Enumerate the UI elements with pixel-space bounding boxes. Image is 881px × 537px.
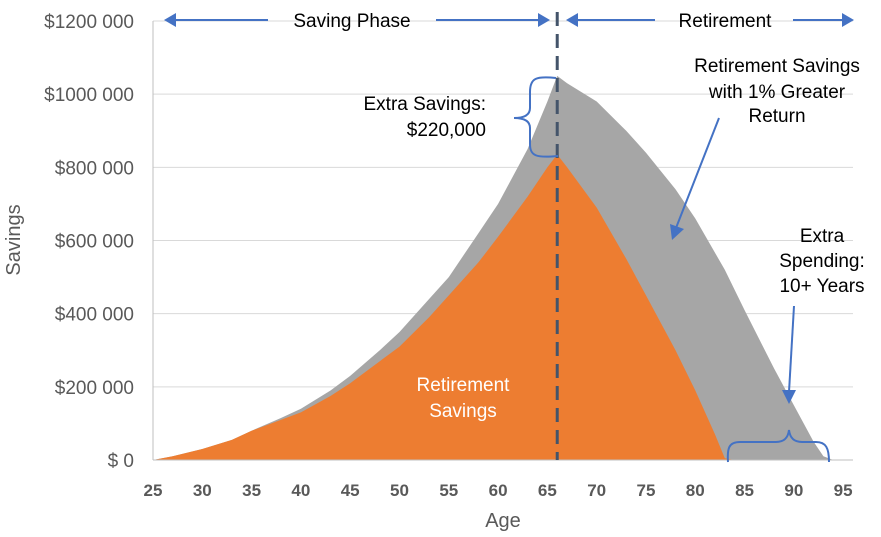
arrowhead-right-saving xyxy=(538,13,550,27)
x-tick-label: 95 xyxy=(834,481,853,500)
extra-spending-brace xyxy=(726,429,830,463)
arrowhead-right-retirement xyxy=(842,13,854,27)
x-tick-label: 65 xyxy=(538,481,557,500)
higher-return-label-line2: with 1% Greater xyxy=(708,82,846,103)
x-tick-label: 60 xyxy=(489,481,508,500)
saving-phase-label: Saving Phase xyxy=(293,11,410,32)
higher-return-arrowhead xyxy=(670,224,684,240)
y-tick-label: $400 000 xyxy=(55,305,134,326)
higher-return-label-line3: Return xyxy=(748,106,805,127)
x-tick-label: 25 xyxy=(144,481,163,500)
x-tick-label: 40 xyxy=(291,481,310,500)
arrowhead-left-retirement xyxy=(566,13,578,27)
x-tick-label: 50 xyxy=(390,481,409,500)
x-tick-labels: 25 30 35 40 45 50 55 60 65 70 75 80 85 90 95 xyxy=(144,481,853,500)
y-tick-label: $800 000 xyxy=(55,158,134,179)
y-tick-label: $1200 000 xyxy=(44,12,134,33)
extra-savings-brace xyxy=(513,76,559,158)
x-tick-label: 30 xyxy=(193,481,212,500)
x-tick-label: 80 xyxy=(686,481,705,500)
area-retirement-savings xyxy=(153,154,853,460)
x-tick-label: 90 xyxy=(784,481,803,500)
x-tick-label: 75 xyxy=(636,481,655,500)
x-tick-label: 70 xyxy=(587,481,606,500)
extra-spending-label-line1: Extra xyxy=(800,226,845,247)
x-tick-label: 45 xyxy=(341,481,360,500)
y-tick-labels: $ 0 $200 000 $400 000 $600 000 $800 000 $1000… xyxy=(44,12,134,472)
extra-spending-arrow xyxy=(788,305,795,393)
y-tick-label: $ 0 xyxy=(108,451,134,472)
higher-return-arrow xyxy=(675,117,720,229)
extra-spending-arrowhead xyxy=(782,390,796,404)
arrowhead-left-saving xyxy=(164,13,176,27)
y-tick-label: $1000 000 xyxy=(44,85,134,106)
extra-savings-label-line2: $220,000 xyxy=(407,120,486,141)
x-tick-label: 35 xyxy=(242,481,261,500)
higher-return-label-line1: Retirement Savings xyxy=(694,56,860,77)
y-tick-label: $200 000 xyxy=(55,378,134,399)
extra-spending-label-line3: 10+ Years xyxy=(779,276,864,297)
x-tick-label: 55 xyxy=(439,481,458,500)
retirement-label: Retirement xyxy=(679,11,773,32)
extra-spending-label-line2: Spending: xyxy=(779,251,865,272)
y-tick-label: $600 000 xyxy=(55,232,134,253)
extra-savings-label-line1: Extra Savings: xyxy=(364,94,487,115)
x-axis-title: Age xyxy=(485,510,521,532)
retirement-savings-label-line2: Savings xyxy=(429,401,497,422)
phase-arrowheads xyxy=(164,13,854,27)
y-axis-title: Savings xyxy=(3,204,25,275)
retirement-savings-label-line1: Retirement xyxy=(417,375,511,396)
x-tick-label: 85 xyxy=(735,481,754,500)
